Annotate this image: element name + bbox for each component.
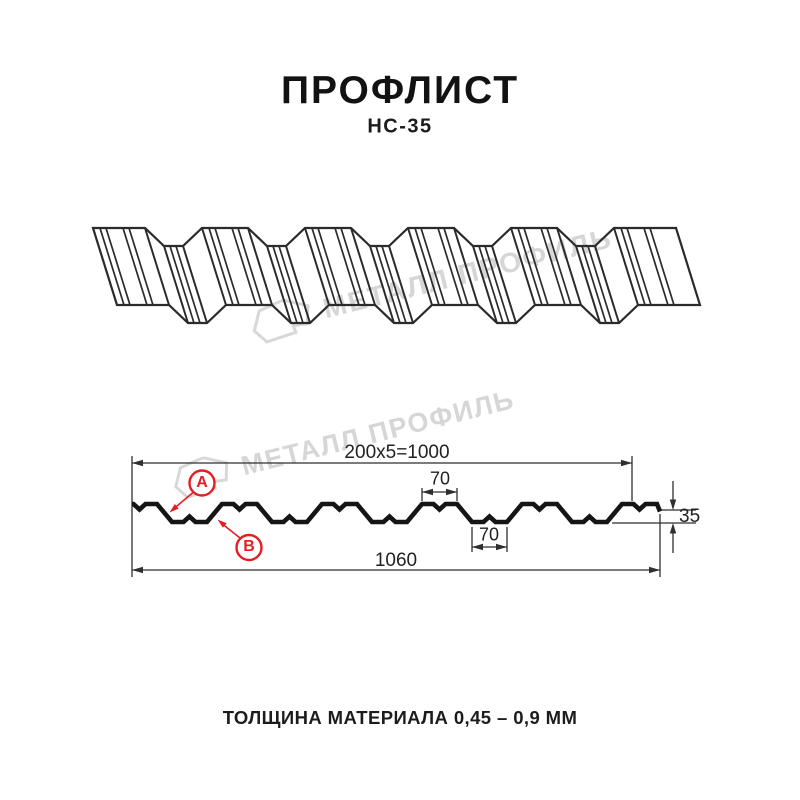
section-profile-outline [131, 501, 663, 525]
profile-code: НС-35 [367, 115, 433, 138]
dimension-arrowheads [132, 459, 677, 574]
page-title: ПРОФЛИСТ [280, 69, 520, 112]
dim-overall-width-label: 1060 [374, 550, 418, 571]
callout-b-circle [235, 533, 263, 562]
callout-a-label: A [196, 474, 208, 491]
callout-b-label: B [243, 538, 255, 555]
dim-pitch-label: 200x5=1000 [344, 442, 450, 463]
callout-a-circle [188, 469, 216, 497]
dim-bottom-flange-label: 70 [478, 524, 500, 545]
thickness-note: ТОЛЩИНА МАТЕРИАЛА 0,45 – 0,9 ММ [222, 707, 578, 728]
dim-top-flange-label: 70 [429, 468, 451, 489]
callout-annotations [169, 469, 263, 562]
dim-height-label: 35 [679, 506, 701, 527]
